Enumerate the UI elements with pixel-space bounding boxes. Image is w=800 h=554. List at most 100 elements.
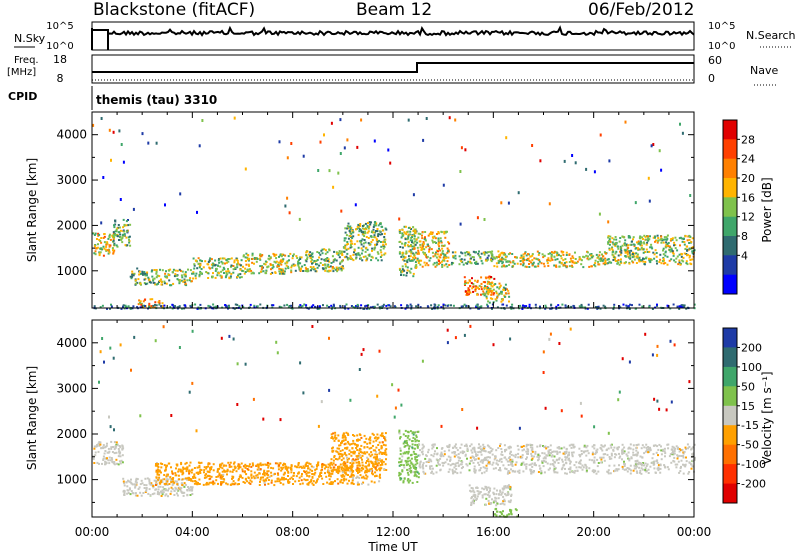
power-cell [487, 286, 490, 289]
power-cell [227, 304, 230, 307]
power-cell [225, 306, 228, 308]
power-cell [533, 265, 536, 268]
power-cell [354, 253, 357, 256]
velocity-cell [643, 464, 645, 467]
velocity-cell [460, 467, 463, 470]
power-cell [620, 251, 623, 254]
power-cell [347, 237, 350, 240]
power-cell [118, 129, 121, 133]
velocity-cell [657, 464, 660, 467]
power-cell [353, 251, 355, 254]
velocity-cell [543, 452, 546, 455]
power-cell [481, 262, 484, 265]
velocity-cell [223, 469, 226, 472]
power-cell [487, 251, 490, 254]
velocity-cell [519, 445, 522, 448]
velocity-cell [418, 443, 421, 446]
power-cell [530, 261, 533, 264]
power-cell [415, 251, 418, 254]
power-cell [614, 242, 617, 244]
velocity-cell [160, 471, 162, 474]
velocity-cell [138, 486, 141, 489]
power-cell [479, 257, 482, 260]
velocity-cell [585, 466, 588, 469]
velocity-cell [159, 490, 162, 493]
power-cbar-segment [723, 178, 737, 198]
power-cell [574, 258, 577, 260]
power-cell [528, 305, 531, 308]
power-cell [198, 144, 201, 148]
power-cell [259, 265, 262, 268]
velocity-cell [355, 477, 358, 479]
velocity-cell [510, 468, 512, 471]
power-cell [476, 279, 479, 282]
power-cell [439, 253, 442, 256]
power-cell [327, 258, 330, 261]
power-cell [364, 250, 367, 253]
power-cell [223, 272, 225, 274]
power-cell [618, 263, 621, 266]
velocity-cell [243, 481, 246, 484]
power-cell [419, 263, 422, 266]
velocity-cell [159, 462, 162, 465]
power-cell [198, 275, 201, 278]
power-cell [576, 260, 579, 263]
power-cell [503, 252, 506, 255]
velocity-cell [500, 453, 503, 456]
velocity-cell [412, 433, 415, 436]
power-cell [162, 305, 164, 308]
power-cell [405, 252, 408, 254]
velocity-cell [151, 493, 154, 496]
velocity-cell [429, 467, 431, 470]
power-cell [122, 305, 124, 308]
power-cell [504, 292, 507, 295]
power-cell [661, 239, 664, 242]
velocity-cell [381, 463, 384, 466]
power-cell [640, 244, 643, 247]
power-cell [310, 267, 313, 270]
velocity-cell [610, 454, 613, 457]
power-cell [497, 261, 500, 264]
velocity-cell [250, 470, 253, 473]
velocity-cell [509, 450, 512, 453]
velocity-cell [497, 463, 499, 466]
power-cell [352, 306, 355, 309]
power-cell [428, 250, 430, 253]
power-cell [400, 255, 403, 258]
power-cell [286, 260, 289, 263]
power-band [413, 230, 451, 268]
velocity-cell [343, 452, 346, 455]
velocity-cell [422, 462, 425, 465]
power-cell [361, 238, 364, 241]
velocity-cell [427, 448, 430, 451]
power-cell [343, 256, 346, 259]
power-cell [629, 254, 632, 257]
power-cell [207, 304, 210, 307]
power-cell [330, 121, 333, 125]
velocity-cell [381, 459, 383, 462]
power-cell [676, 249, 679, 252]
velocity-cell [434, 450, 436, 453]
power-cell [332, 303, 335, 306]
power-cell [158, 303, 161, 306]
velocity-cell [135, 477, 138, 480]
power-cell [491, 297, 494, 300]
power-cell [112, 239, 115, 242]
velocity-cell [349, 467, 352, 470]
power-cell [427, 264, 430, 267]
power-cell [474, 279, 477, 282]
power-cell [243, 272, 246, 275]
velocity-cell [630, 469, 632, 472]
velocity-cell [578, 447, 581, 450]
velocity-cell [366, 475, 369, 478]
velocity-cell [623, 450, 626, 453]
power-cell [527, 253, 529, 256]
power-cell [681, 304, 684, 307]
power-cell [505, 265, 508, 268]
power-cell [439, 261, 442, 264]
velocity-cell [346, 456, 348, 459]
velocity-cell [492, 467, 495, 470]
velocity-cell [193, 467, 196, 469]
power-cell [433, 235, 436, 238]
